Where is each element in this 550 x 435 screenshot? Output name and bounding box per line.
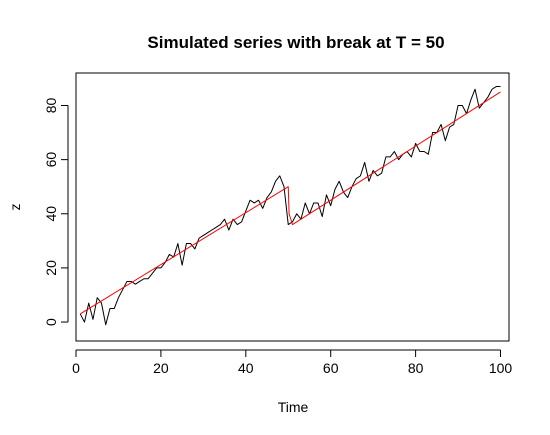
series-line-fitted	[79, 91, 501, 315]
series-line-observed	[79, 86, 501, 326]
y-axis-label: z	[7, 204, 23, 211]
plot-frame	[75, 72, 510, 342]
series-lines	[79, 86, 501, 326]
x-tick-label: 20	[153, 360, 169, 376]
y-tick-label: 60	[43, 152, 59, 168]
y-tick-label: 40	[43, 206, 59, 222]
x-axis: 0 20 40 60 80 100	[72, 349, 513, 376]
x-tick-label: 60	[323, 360, 339, 376]
x-tick-label: 80	[408, 360, 424, 376]
y-tick-label: 0	[43, 318, 59, 326]
chart-title: Simulated series with break at T = 50	[147, 33, 444, 52]
y-tick-label: 80	[43, 97, 59, 113]
x-tick-label: 0	[72, 360, 80, 376]
x-tick-label: 100	[489, 360, 513, 376]
x-tick-label: 40	[238, 360, 254, 376]
y-axis: 0 20 40 60 80	[43, 97, 69, 326]
x-axis-label: Time	[278, 399, 309, 415]
y-tick-label: 20	[43, 260, 59, 276]
